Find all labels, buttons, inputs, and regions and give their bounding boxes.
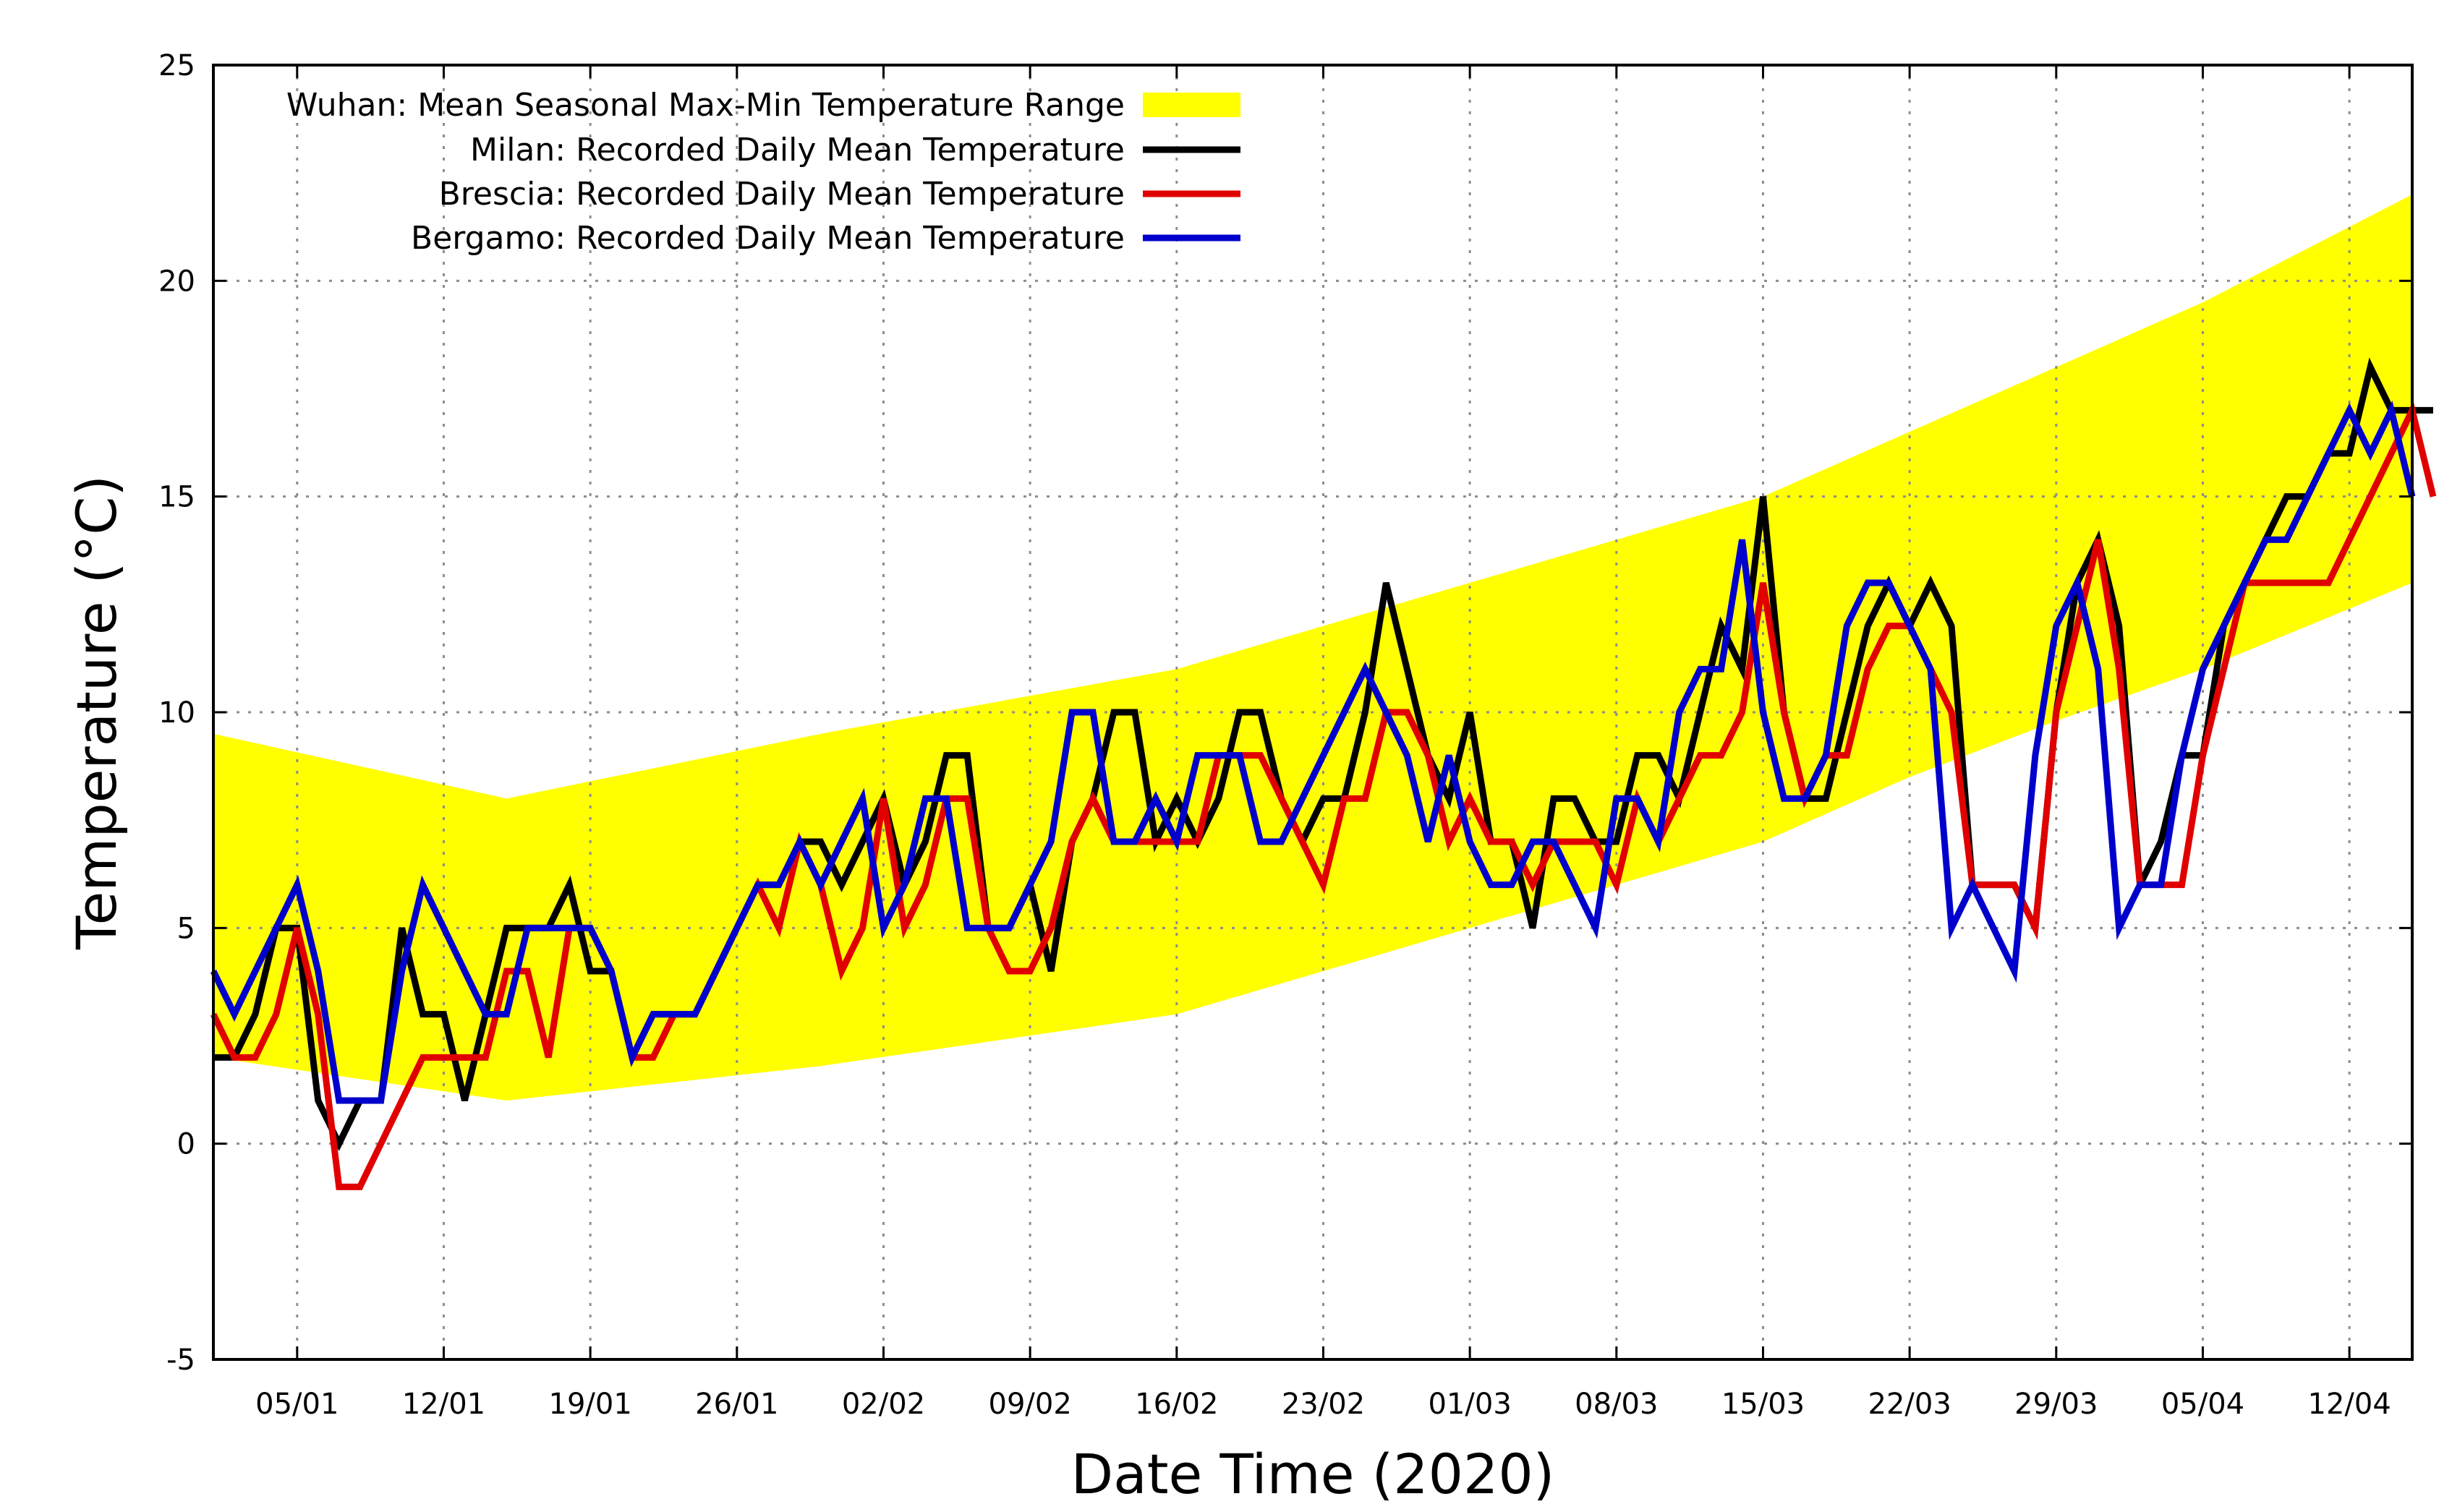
temperature-range-band [213,195,2412,1101]
y-tick-label: 25 [158,49,195,82]
x-tick-label: 01/03 [1429,1388,1512,1421]
legend-label-bergamo: Bergamo: Recorded Daily Mean Temperature [411,220,1125,257]
grid-layer [213,65,2412,1359]
x-tick-label: 26/01 [695,1388,778,1421]
legend-label-wuhan: Wuhan: Mean Seasonal Max-Min Temperature… [286,87,1125,124]
x-tick-label: 09/02 [989,1388,1072,1421]
x-tick-label: 19/01 [549,1388,632,1421]
milan-temperature-line [213,357,2433,1151]
y-axis-title: Temperature (°C) [64,475,129,950]
x-tick-label: 08/03 [1575,1388,1658,1421]
tick-layer: -5 0 5 10 15 20 25 05/01 12/01 19/01 26/01 02/02 09/… [158,49,2412,1421]
x-tick-label: 16/02 [1135,1388,1218,1421]
y-tick-label: -5 [166,1344,195,1377]
x-tick-label: 05/01 [255,1388,339,1421]
x-tick-label: 15/03 [1721,1388,1805,1421]
x-tick-label: 12/01 [402,1388,485,1421]
bergamo-temperature-line [210,401,2416,1104]
x-tick-label: 05/04 [2161,1388,2244,1421]
x-tick-label: 02/02 [842,1388,925,1421]
band-layer [213,195,2412,1101]
x-tick-label: 12/04 [2308,1388,2391,1421]
y-tick-label: 5 [177,912,195,945]
series-layer [210,357,2437,1190]
y-tick-label: 20 [158,265,195,298]
legend: Wuhan: Mean Seasonal Max-Min Temperature… [286,87,1240,257]
y-tick-label: 10 [158,696,195,730]
x-axis-title: Date Time (2020) [1071,1442,1555,1506]
y-tick-label: 0 [177,1128,195,1161]
legend-label-milan: Milan: Recorded Daily Mean Temperature [470,132,1125,168]
legend-swatch-wuhan [1143,93,1240,117]
legend-label-brescia: Brescia: Recorded Daily Mean Temperature [439,176,1125,213]
y-tick-label: 15 [158,481,195,514]
x-tick-label: 29/03 [2014,1388,2098,1421]
x-tick-label: 22/03 [1868,1388,1951,1421]
x-tick-label: 23/02 [1282,1388,1365,1421]
